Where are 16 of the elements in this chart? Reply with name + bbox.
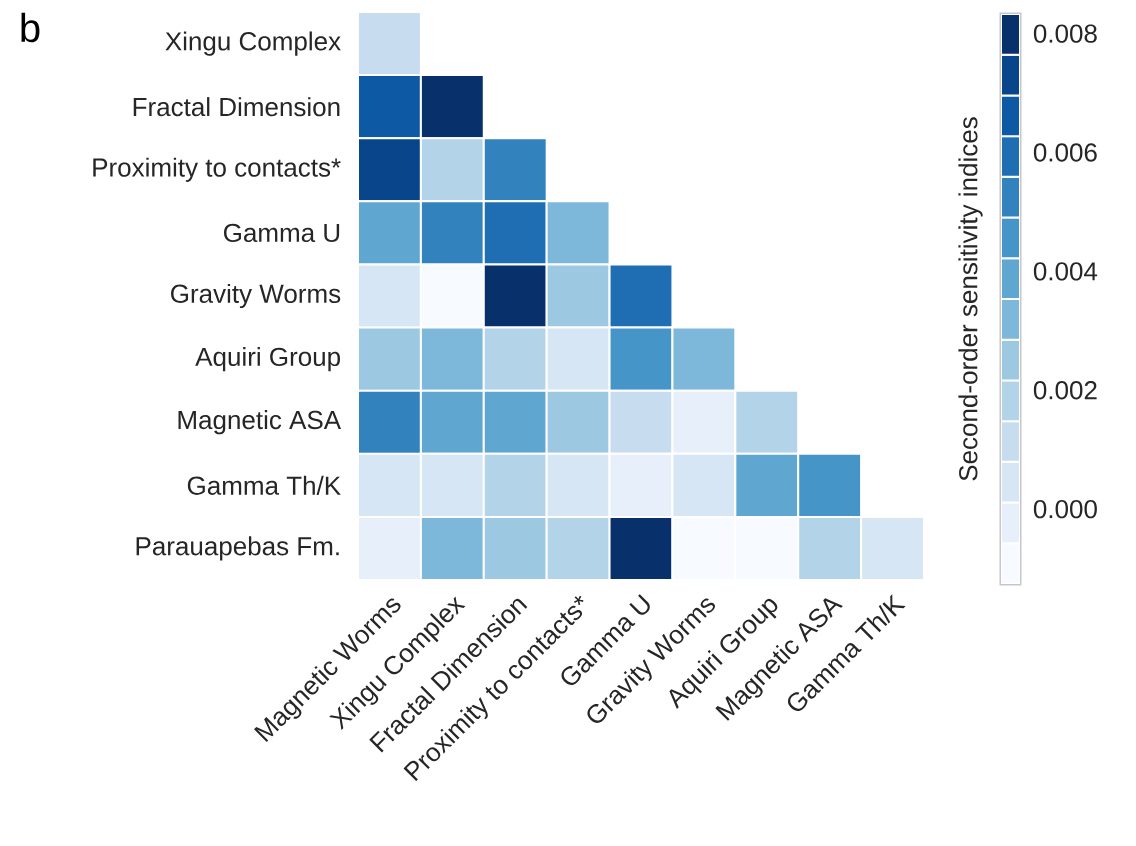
color-bar-label: 0.004 (1033, 262, 1098, 281)
y-tick-label: Gamma Th/K (187, 475, 341, 495)
y-tick-label: Proximity to contacts* (93, 157, 341, 182)
y-tick-label: Fractal Dimension (133, 97, 340, 117)
color-bar-label: 0.000 (1033, 499, 1097, 519)
y-tick-label: Xingu Complex (165, 31, 341, 56)
color-bar-label: 0.006 (1033, 143, 1097, 162)
y-tick-label: Gamma U (223, 223, 340, 243)
text: b (21, 12, 40, 43)
y-tick-label: Aquiri Group (195, 347, 340, 372)
y-tick-label: Magnetic ASA (178, 410, 342, 435)
color-bar-label: 0.008 (1033, 24, 1097, 43)
color-bar-title: Second-order sensitivity indices (958, 117, 983, 481)
y-tick-label: Gravity Worms (171, 283, 341, 309)
y-tick-label: Parauapebas Fm. (136, 536, 339, 561)
color-bar-label: 0.002 (1033, 381, 1097, 400)
